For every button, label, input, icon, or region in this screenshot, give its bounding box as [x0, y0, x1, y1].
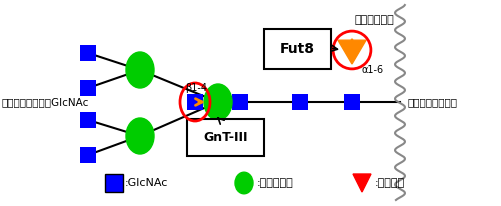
Ellipse shape	[126, 118, 154, 154]
Text: β1-4: β1-4	[185, 83, 206, 93]
Ellipse shape	[126, 52, 154, 88]
Text: Fut8: Fut8	[280, 42, 314, 56]
FancyBboxPatch shape	[105, 174, 123, 192]
FancyBboxPatch shape	[343, 94, 359, 110]
FancyBboxPatch shape	[187, 94, 202, 110]
FancyBboxPatch shape	[80, 80, 96, 96]
Text: :フコース: :フコース	[374, 178, 404, 188]
FancyBboxPatch shape	[187, 119, 264, 156]
Text: バイセクティングGlcNAc: バイセクティングGlcNAc	[2, 97, 89, 107]
Text: GnT-III: GnT-III	[203, 131, 247, 144]
Ellipse shape	[203, 84, 231, 120]
Text: :GlcNAc: :GlcNAc	[125, 178, 168, 188]
FancyBboxPatch shape	[292, 42, 308, 58]
Ellipse shape	[234, 172, 253, 194]
FancyBboxPatch shape	[80, 45, 96, 61]
FancyBboxPatch shape	[231, 94, 247, 110]
Polygon shape	[337, 40, 365, 64]
Text: コアフコース: コアフコース	[354, 15, 394, 25]
FancyBboxPatch shape	[292, 94, 308, 110]
FancyBboxPatch shape	[80, 112, 96, 128]
Text: α1-6: α1-6	[361, 65, 383, 75]
Text: :マンノース: :マンノース	[257, 178, 293, 188]
FancyBboxPatch shape	[264, 29, 330, 69]
Text: アスパラギン残基: アスパラギン残基	[407, 97, 457, 107]
FancyBboxPatch shape	[80, 147, 96, 163]
Polygon shape	[352, 174, 370, 192]
